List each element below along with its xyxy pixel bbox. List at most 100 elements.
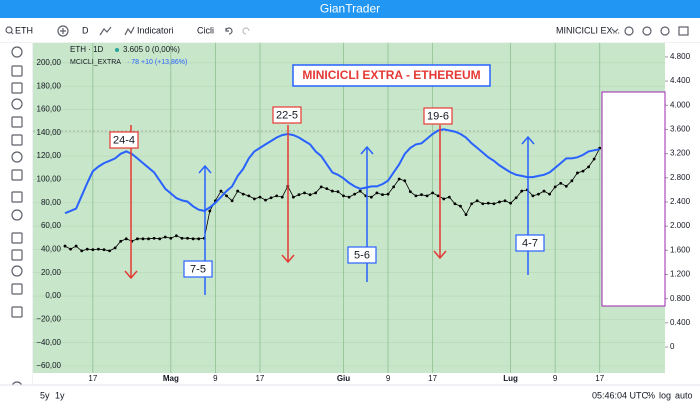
title-bar bbox=[0, 0, 700, 18]
redo[interactable] bbox=[242, 27, 250, 35]
x-tick-label: 9 bbox=[553, 374, 558, 383]
tool-icon[interactable] bbox=[11, 306, 23, 318]
y-tick-label: 40,00 bbox=[41, 245, 62, 254]
y2-tick-label: 0.400 bbox=[670, 318, 691, 327]
price-point bbox=[319, 185, 323, 189]
price-point bbox=[587, 165, 590, 169]
price-point bbox=[124, 237, 128, 241]
price-point bbox=[347, 195, 351, 199]
price-point bbox=[97, 247, 100, 251]
settings-icon[interactable] bbox=[624, 26, 634, 36]
x-tick-label: 17 bbox=[428, 374, 437, 383]
price-point bbox=[336, 190, 340, 194]
toolbar bbox=[0, 18, 700, 43]
drawing-toolbar bbox=[0, 43, 33, 385]
annotation-box bbox=[347, 246, 377, 264]
price-point bbox=[459, 204, 462, 208]
price-point bbox=[152, 236, 156, 240]
price-point bbox=[180, 236, 184, 240]
tool-icon[interactable] bbox=[11, 116, 23, 128]
price-point bbox=[63, 244, 67, 248]
price-point bbox=[236, 189, 240, 193]
undo[interactable] bbox=[225, 27, 233, 35]
add-symbol[interactable] bbox=[57, 25, 69, 37]
tool-icon[interactable] bbox=[11, 232, 23, 244]
tool-icon[interactable] bbox=[11, 249, 23, 261]
y2-tick-label: 3.200 bbox=[670, 149, 691, 158]
title-box bbox=[292, 64, 491, 87]
y-tick-label: 100,00 bbox=[37, 175, 62, 184]
y2-tick-label: 3.600 bbox=[670, 125, 691, 134]
price-point bbox=[481, 202, 485, 206]
legend-price: 3.605 0 (0,00%) bbox=[123, 45, 180, 54]
x-tick-label: Mag bbox=[163, 374, 179, 383]
price-point bbox=[369, 195, 373, 199]
tool-icon[interactable] bbox=[11, 169, 23, 181]
auto-toggle[interactable]: auto bbox=[675, 390, 693, 400]
price-point bbox=[531, 194, 535, 198]
price-point bbox=[219, 189, 223, 193]
price-point bbox=[420, 193, 423, 197]
log-toggle[interactable]: log bbox=[659, 390, 671, 400]
tool-icon[interactable] bbox=[11, 191, 23, 203]
price-point bbox=[553, 185, 557, 189]
price-point bbox=[436, 194, 440, 198]
price-point bbox=[136, 237, 139, 241]
plot-area bbox=[33, 43, 665, 373]
price-point bbox=[386, 192, 390, 196]
price-point bbox=[453, 202, 457, 206]
arrow-head bbox=[433, 250, 447, 260]
percent-toggle[interactable]: % bbox=[647, 390, 655, 400]
symbol-search[interactable]: ETH bbox=[5, 25, 33, 35]
price-point bbox=[113, 246, 117, 250]
tool-icon[interactable] bbox=[11, 151, 23, 163]
tool-icon[interactable] bbox=[11, 65, 23, 77]
tool-icon[interactable] bbox=[11, 46, 23, 58]
price-point bbox=[592, 157, 596, 161]
y-tick-label: −20,00 bbox=[36, 314, 61, 323]
cycles-button[interactable]: Cicli bbox=[197, 25, 214, 35]
camera-icon[interactable] bbox=[642, 26, 652, 36]
price-point bbox=[241, 192, 245, 196]
projection-box bbox=[601, 91, 666, 307]
study-selector[interactable]: MINICICLI EX... bbox=[556, 25, 620, 35]
annotation-box bbox=[423, 107, 453, 125]
arrow-head bbox=[281, 254, 295, 264]
y-tick-label: 140,00 bbox=[37, 128, 62, 137]
price-point bbox=[509, 201, 512, 205]
price-point bbox=[570, 179, 574, 183]
snapshot-icon[interactable] bbox=[678, 26, 689, 36]
price-point bbox=[498, 200, 501, 204]
indicators-icon[interactable] bbox=[124, 26, 135, 36]
legend-indicator: MCICLI_EXTRA bbox=[70, 59, 121, 66]
interval[interactable]: D bbox=[82, 25, 89, 35]
price-point bbox=[475, 199, 479, 203]
symbol[interactable]: ETH bbox=[15, 25, 33, 35]
price-point bbox=[564, 184, 568, 188]
x-tick-label: 9 bbox=[213, 374, 218, 383]
x-tick-label: 17 bbox=[595, 374, 604, 383]
price-point bbox=[375, 191, 379, 195]
indicators-button[interactable]: Indicatori bbox=[137, 25, 174, 35]
chart-style[interactable] bbox=[99, 26, 112, 36]
tool-icon[interactable] bbox=[11, 82, 23, 94]
tool-icon[interactable] bbox=[11, 134, 23, 146]
y2-tick-label: 1.200 bbox=[670, 270, 691, 279]
drawing-tools bbox=[11, 46, 23, 393]
gear-icon[interactable] bbox=[660, 26, 670, 36]
tool-icon[interactable] bbox=[11, 283, 23, 295]
x-tick-label: Giu bbox=[337, 374, 350, 383]
price-point bbox=[191, 237, 195, 241]
y-tick-label: 80,00 bbox=[41, 198, 62, 207]
y2-tick-label: 0.800 bbox=[670, 294, 691, 303]
y2-tick-label: 4.000 bbox=[670, 100, 691, 109]
y-tick-label: 60,00 bbox=[41, 221, 62, 230]
price-point bbox=[269, 196, 273, 200]
tool-icon[interactable] bbox=[11, 98, 23, 110]
range-5y[interactable]: 5y bbox=[40, 390, 50, 400]
dropdown[interactable] bbox=[611, 28, 619, 33]
price-point bbox=[447, 195, 451, 199]
tool-icon[interactable] bbox=[11, 265, 23, 277]
range-1y[interactable]: 1y bbox=[55, 390, 65, 400]
tool-icon[interactable] bbox=[11, 209, 23, 221]
